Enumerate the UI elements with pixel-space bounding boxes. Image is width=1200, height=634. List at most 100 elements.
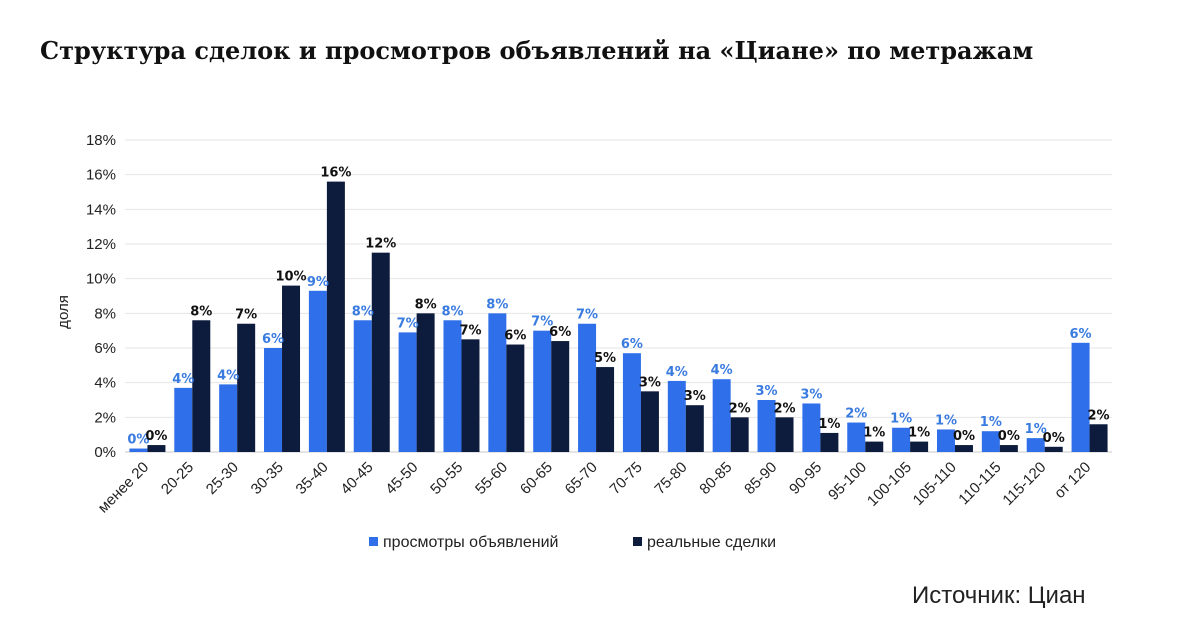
data-label-views: 4%: [666, 365, 688, 380]
data-label-deals: 6%: [504, 329, 526, 344]
bar-deals: [506, 344, 525, 452]
bar-deals: [237, 323, 256, 452]
y-tick-label: 8%: [94, 305, 116, 322]
y-tick-label: 16%: [86, 167, 116, 184]
bar-deals: [730, 417, 749, 452]
bar-views: [129, 448, 148, 452]
data-label-views: 1%: [935, 413, 957, 428]
data-label-deals: 7%: [235, 308, 257, 323]
bar-views: [264, 348, 283, 452]
bar-views: [443, 320, 462, 452]
data-label-deals: 10%: [275, 270, 306, 285]
legend-swatch-views: [369, 537, 378, 546]
x-tick-label: 30-35: [248, 459, 287, 498]
y-tick-label: 12%: [86, 236, 116, 253]
legend-label-views: просмотры объявлений: [383, 534, 558, 551]
data-label-deals: 0%: [145, 429, 167, 444]
legend-label-deals: реальные сделки: [647, 534, 776, 551]
bar-deals: [775, 417, 794, 452]
bar-deals: [999, 445, 1018, 452]
data-label-views: 3%: [755, 384, 777, 399]
bar-deals: [371, 252, 390, 452]
data-label-views: 3%: [800, 387, 822, 402]
x-tick-label: 80-85: [696, 459, 735, 498]
data-label-views: 6%: [621, 337, 643, 352]
data-label-views: 4%: [217, 368, 239, 383]
data-label-deals: 0%: [1043, 431, 1065, 446]
data-label-deals: 8%: [415, 297, 437, 312]
data-label-deals: 6%: [549, 325, 571, 340]
data-label-views: 8%: [441, 304, 463, 319]
bar-views: [667, 380, 686, 452]
bar-deals: [596, 367, 615, 452]
data-label-views: 8%: [352, 304, 374, 319]
data-label-deals: 16%: [320, 166, 351, 181]
data-label-deals: 1%: [908, 426, 930, 441]
data-label-deals: 3%: [639, 375, 661, 390]
source-note: Источник: Циан: [912, 582, 1086, 609]
x-tick-label: менее 20: [95, 459, 153, 517]
x-tick-label: 35-40: [293, 459, 332, 498]
x-tick-label: 75-80: [651, 459, 690, 498]
x-tick-label: 70-75: [607, 459, 646, 498]
data-label-deals: 3%: [684, 389, 706, 404]
bar-views: [353, 320, 372, 452]
data-label-views: 7%: [576, 308, 598, 323]
data-label-views: 7%: [397, 316, 419, 331]
y-tick-label: 4%: [94, 375, 116, 392]
bar-views: [219, 384, 238, 452]
data-label-views: 9%: [307, 275, 329, 290]
data-label-views: 6%: [262, 332, 284, 347]
data-label-deals: 2%: [773, 401, 795, 416]
bar-views: [174, 387, 193, 452]
bar-deals: [326, 181, 345, 452]
bar-views: [488, 313, 507, 452]
bar-views: [578, 323, 597, 452]
bar-deals: [551, 341, 570, 452]
x-tick-label: 55-60: [472, 459, 511, 498]
x-tick-label: 40-45: [337, 459, 376, 498]
data-labels: 0%0%4%8%4%7%6%10% 9%16%8%12%7%8% 8%7%8%6%7…: [127, 166, 1109, 448]
bar-views: [308, 290, 327, 452]
bar-deals: [1044, 446, 1063, 452]
y-tick-label: 0%: [94, 444, 116, 461]
bar-views: [892, 427, 911, 452]
bar-deals: [865, 441, 884, 452]
x-tick-label: 110-115: [955, 459, 1004, 508]
y-tick-label: 14%: [86, 201, 116, 218]
bar-deals: [192, 320, 211, 452]
bar-views: [622, 353, 641, 452]
bar-deals: [282, 285, 301, 452]
data-label-deals: 1%: [818, 417, 840, 432]
bar-deals: [147, 445, 166, 452]
x-tick-label: 60-65: [517, 459, 556, 498]
data-label-views: 1%: [1025, 422, 1047, 437]
legend: просмотры объявлений реальные сделки: [369, 534, 776, 551]
data-label-views: 1%: [890, 412, 912, 427]
x-tick-label: 50-55: [427, 459, 466, 498]
y-tick-label: 10%: [86, 271, 116, 288]
bar-deals: [685, 405, 704, 452]
bar-views: [847, 422, 866, 452]
bar-deals: [820, 432, 839, 452]
y-tick-label: 6%: [94, 340, 116, 357]
x-tick-label: 20-25: [158, 459, 197, 498]
x-tick-label: 85-90: [741, 459, 780, 498]
x-tick-label: 65-70: [562, 459, 601, 498]
y-axis-ticks: 0% 2% 4% 6% 8% 10% 12% 14% 16% 18%: [86, 132, 116, 461]
x-tick-label: 25-30: [203, 459, 242, 498]
data-label-views: 1%: [980, 415, 1002, 430]
legend-swatch-deals: [633, 537, 642, 546]
y-tick-label: 2%: [94, 409, 116, 426]
bars: [129, 181, 1108, 452]
data-label-views: 4%: [711, 363, 733, 378]
data-label-views: 8%: [486, 297, 508, 312]
data-label-deals: 12%: [365, 237, 396, 252]
bar-deals: [954, 445, 973, 452]
x-tick-label: 115-120: [999, 459, 1049, 509]
bar-views: [802, 403, 821, 452]
x-axis-ticks: менее 20 20-25 25-30 30-35 35-40 40-45 45-50 50…: [95, 459, 1095, 517]
data-label-deals: 5%: [594, 351, 616, 366]
bar-views: [533, 330, 552, 452]
